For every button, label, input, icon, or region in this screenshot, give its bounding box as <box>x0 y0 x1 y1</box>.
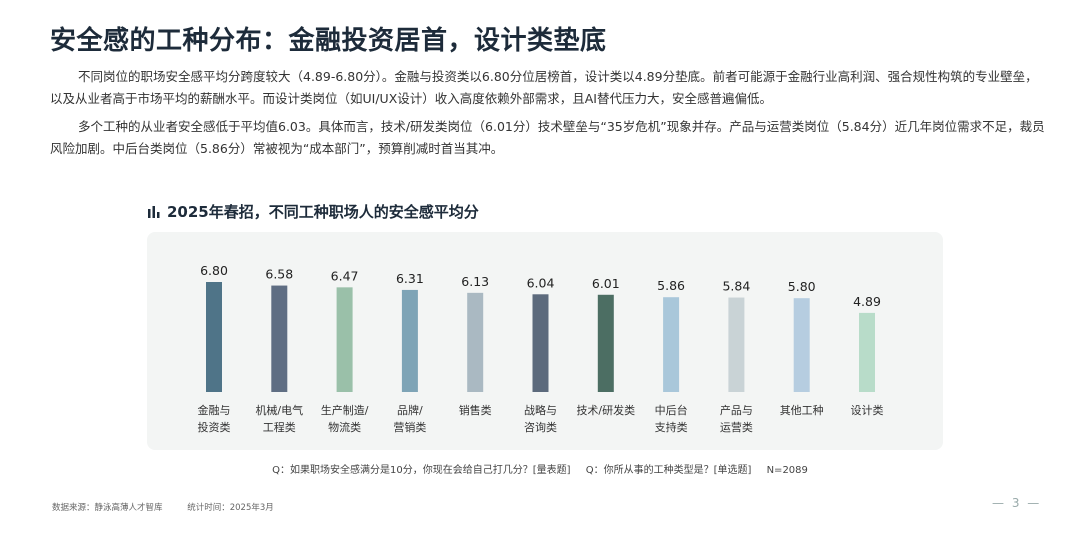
category-label: 品牌/ <box>397 403 423 417</box>
data-label: 5.80 <box>788 279 816 294</box>
category-label: 支持类 <box>655 420 688 434</box>
bar <box>401 289 418 392</box>
chart-title-text: 2025年春招，不同工种职场人的安全感平均分 <box>167 203 479 221</box>
data-label: 6.47 <box>331 268 359 283</box>
data-label: 6.31 <box>396 271 424 286</box>
data-label: 6.04 <box>527 275 555 290</box>
source-line: 数据来源：静泳高薄人才智库 统计时间：2025年3月 <box>52 501 296 513</box>
paragraph-1: 不同岗位的职场安全感平均分跨度较大（4.89-6.80分）。金融与投资类以6.8… <box>50 69 1038 106</box>
category-label: 金融与 <box>198 403 231 417</box>
data-label: 5.84 <box>722 279 750 294</box>
category-label: 其他工种 <box>780 403 824 417</box>
category-label: 设计类 <box>851 403 884 417</box>
chart-title: 2025年春招，不同工种职场人的安全感平均分 <box>147 201 479 222</box>
question-1: Q：如果职场安全感满分是10分，你现在会给自己打几分？[量表题] <box>272 465 571 476</box>
category-label: 投资类 <box>198 420 231 434</box>
category-label: 机械/电气 <box>255 403 303 417</box>
data-label: 5.86 <box>657 278 685 293</box>
question-2: Q：你所从事的工种类型是？[单选题] <box>585 465 752 476</box>
bar <box>467 292 484 392</box>
bar <box>663 297 680 392</box>
bar <box>271 285 288 392</box>
page-number: — 3 — <box>992 496 1042 510</box>
sample-size: N=2089 <box>766 465 808 476</box>
data-label: 6.58 <box>265 267 293 282</box>
category-label: 中后台 <box>655 403 688 417</box>
bar-chart-icon <box>148 205 160 218</box>
data-label: 6.13 <box>461 274 489 289</box>
category-label: 工程类 <box>263 420 296 434</box>
category-label: 战略与 <box>524 403 557 417</box>
bar <box>793 298 810 392</box>
data-source: 数据来源：静泳高薄人才智库 <box>52 503 163 513</box>
bar <box>532 294 549 392</box>
bar <box>336 287 353 392</box>
data-label: 6.80 <box>200 263 228 278</box>
bar <box>728 297 745 392</box>
category-label: 咨询类 <box>524 420 557 434</box>
page-title: 安全感的工种分布：金融投资居首，设计类垫底 <box>50 26 607 56</box>
paragraph-2: 多个工种的从业者安全感低于平均值6.03。具体而言，技术/研发类岗位（6.01分… <box>50 119 1045 156</box>
survey-footnote: Q：如果职场安全感满分是10分，你现在会给自己打几分？[量表题] Q：你所从事的… <box>0 461 1080 476</box>
data-label: 4.89 <box>853 294 881 309</box>
data-label: 6.01 <box>592 276 620 291</box>
category-label: 生产制造/ <box>321 403 369 417</box>
category-label: 运营类 <box>720 420 753 434</box>
category-label: 物流类 <box>328 420 361 434</box>
category-label: 技术/研发类 <box>576 403 635 417</box>
bar <box>206 282 222 392</box>
stat-time: 统计时间：2025年3月 <box>187 503 274 513</box>
category-label: 营销类 <box>393 420 426 434</box>
category-label: 销售类 <box>459 403 492 417</box>
category-label: 产品与 <box>720 403 753 417</box>
bar <box>859 312 875 392</box>
bar <box>597 294 614 392</box>
